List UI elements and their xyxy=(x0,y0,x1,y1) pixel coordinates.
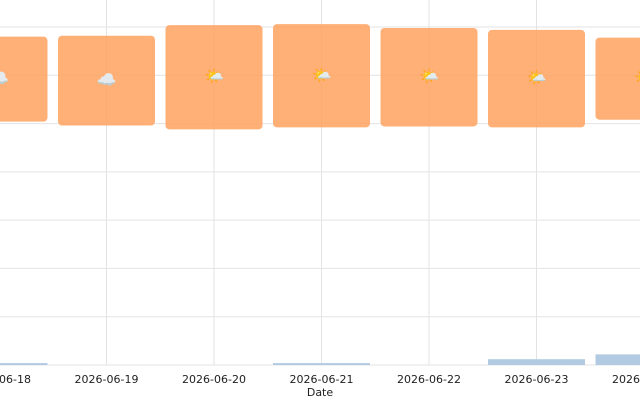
temperature-range xyxy=(58,35,155,126)
weather-icon: 🌤️ xyxy=(312,65,332,84)
precipitation-bar xyxy=(488,359,585,365)
x-tick-label: 2026-06-24 xyxy=(612,373,640,386)
precipitation-bar xyxy=(273,363,370,365)
temperature-range xyxy=(595,37,640,120)
x-tick-label: 2026-06-18 xyxy=(0,373,31,386)
temperature-range xyxy=(0,36,48,122)
temperature-range xyxy=(273,24,370,128)
x-tick-label: 2026-06-23 xyxy=(505,373,569,386)
precipitation-bar xyxy=(595,354,640,365)
weather-icon: 🌤️ xyxy=(527,68,547,87)
weather-icon: 🌤️ xyxy=(204,67,224,86)
weather-icon: 🌤️ xyxy=(419,67,439,86)
x-tick-label: 2026-06-21 xyxy=(290,373,354,386)
precipitation-bar xyxy=(0,363,48,365)
x-tick-label: 2026-06-22 xyxy=(397,373,461,386)
x-tick-label: 2026-06-19 xyxy=(75,373,139,386)
weather-icon: 🌤️ xyxy=(634,68,640,87)
weather-icon: ☁️ xyxy=(0,69,9,88)
weather-icon: ☁️ xyxy=(97,70,117,89)
x-axis-label: Date xyxy=(307,386,334,399)
x-tick-label: 2026-06-20 xyxy=(182,373,246,386)
temperature-range xyxy=(380,27,478,127)
temperature-range xyxy=(488,29,585,128)
temperature-range xyxy=(165,25,263,130)
